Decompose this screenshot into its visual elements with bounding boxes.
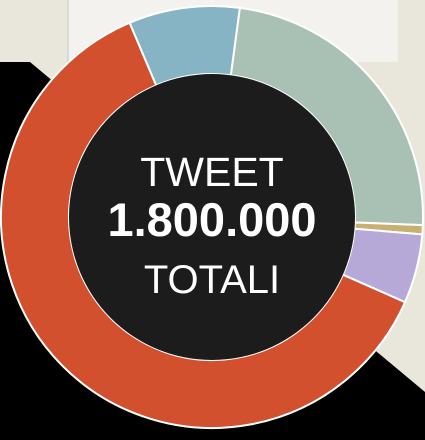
donut-center	[69, 74, 355, 360]
donut-slices	[0, 5, 424, 429]
center-label-line1: TWEET	[140, 149, 283, 195]
center-label-total: 1.800.000	[107, 193, 316, 246]
center-label-line3: TOTALI	[144, 258, 280, 302]
